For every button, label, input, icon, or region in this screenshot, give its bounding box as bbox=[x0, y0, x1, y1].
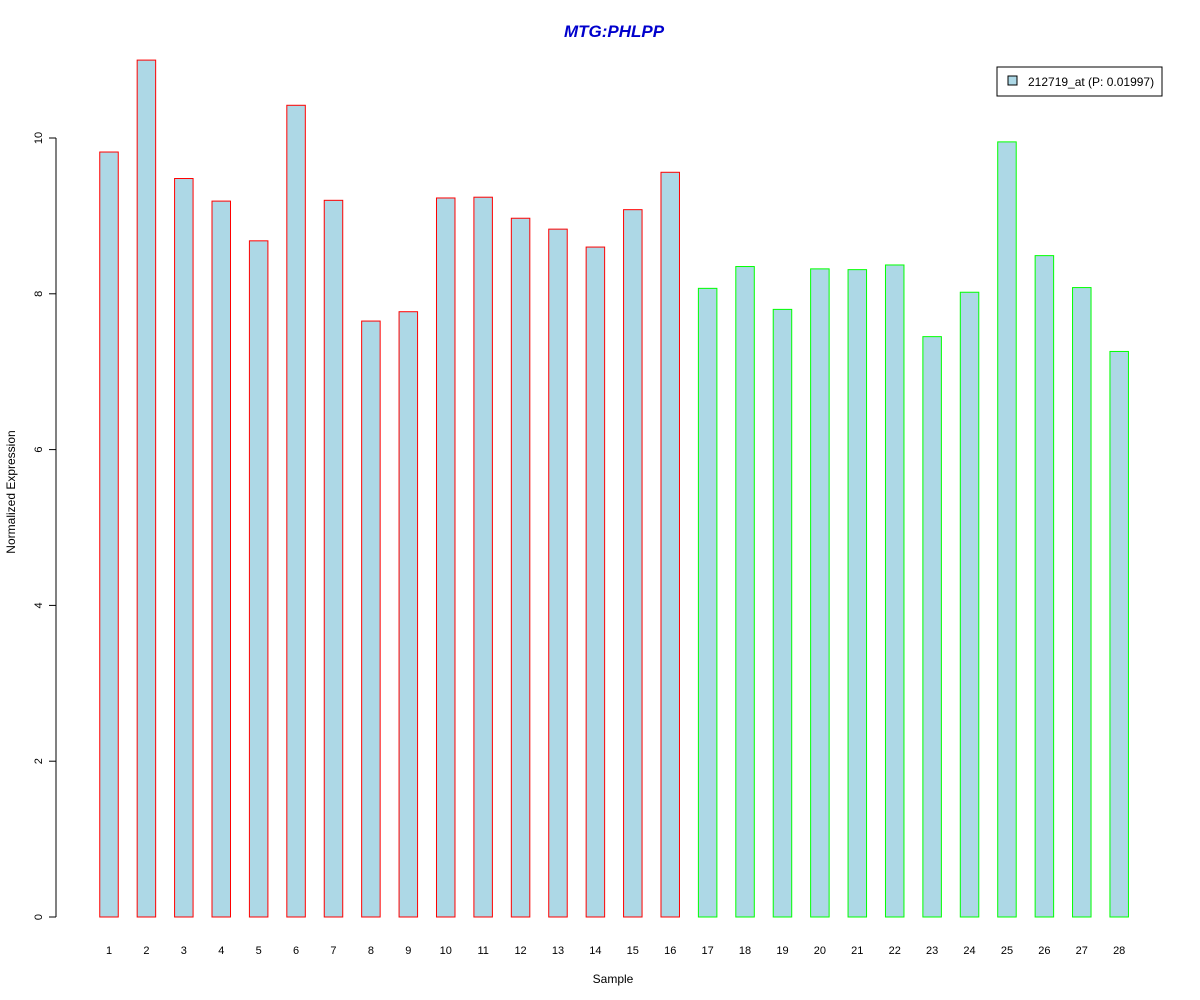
x-tick-labels: 1 2 3 4 5 6 7 8 9 10 11 12 13 14 15 16 17 18 19 20 21 22 23 24 2… bbox=[106, 945, 1125, 957]
x-tick-label: 9 bbox=[405, 945, 411, 957]
y-tick-label: 2 bbox=[33, 758, 45, 764]
x-tick-label: 21 bbox=[851, 945, 863, 957]
y-axis-label: Normalized Expression bbox=[4, 430, 18, 553]
bar-sample-4 bbox=[211, 200, 231, 918]
bar-sample-3 bbox=[174, 178, 194, 918]
chart-title: MTG:PHLPP bbox=[564, 22, 665, 41]
bar-sample-24 bbox=[959, 291, 980, 918]
x-tick-label: 17 bbox=[702, 945, 714, 957]
bar-sample-8 bbox=[361, 320, 381, 918]
bar-sample-6 bbox=[286, 104, 306, 918]
x-tick-label: 7 bbox=[330, 945, 336, 957]
bar-sample-9 bbox=[398, 311, 419, 918]
bar-sample-5 bbox=[248, 240, 269, 918]
x-tick-label: 26 bbox=[1038, 945, 1050, 957]
bar-sample-19 bbox=[772, 308, 793, 918]
x-tick-label: 24 bbox=[963, 945, 975, 957]
bar-sample-13 bbox=[548, 228, 568, 918]
bar-sample-18 bbox=[735, 266, 755, 918]
bar-sample-22 bbox=[884, 264, 905, 918]
x-tick-label: 16 bbox=[664, 945, 676, 957]
y-tick-label: 4 bbox=[33, 602, 45, 608]
bars-group bbox=[99, 59, 1129, 918]
x-tick-label: 3 bbox=[181, 945, 187, 957]
x-tick-label: 23 bbox=[926, 945, 938, 957]
bar-sample-28 bbox=[1109, 350, 1129, 918]
x-tick-label: 4 bbox=[218, 945, 224, 957]
x-tick-label: 2 bbox=[143, 945, 149, 957]
x-tick-label: 1 bbox=[106, 945, 112, 957]
x-tick-label: 20 bbox=[814, 945, 826, 957]
x-tick-label: 8 bbox=[368, 945, 374, 957]
x-tick-label: 18 bbox=[739, 945, 751, 957]
bar-sample-2 bbox=[136, 59, 157, 918]
x-tick-label: 27 bbox=[1076, 945, 1088, 957]
bar-sample-25 bbox=[997, 141, 1017, 918]
bar-sample-26 bbox=[1034, 255, 1055, 918]
x-tick-label: 10 bbox=[440, 945, 452, 957]
bar-sample-7 bbox=[323, 199, 344, 918]
legend-label: 212719_at (P: 0.01997) bbox=[1028, 75, 1154, 89]
x-tick-label: 13 bbox=[552, 945, 564, 957]
bar-sample-11 bbox=[473, 196, 493, 918]
bar-sample-16 bbox=[660, 171, 680, 918]
legend-box bbox=[996, 66, 1163, 97]
y-tick-label: 8 bbox=[33, 291, 45, 297]
x-tick-label: 12 bbox=[514, 945, 526, 957]
y-tick-label: 6 bbox=[33, 447, 45, 453]
y-tick-label: 10 bbox=[33, 132, 45, 144]
x-tick-label: 22 bbox=[889, 945, 901, 957]
y-axis: 0 2 4 6 8 10 bbox=[33, 132, 57, 920]
x-tick-label: 19 bbox=[776, 945, 788, 957]
x-tick-label: 28 bbox=[1113, 945, 1125, 957]
bar-sample-10 bbox=[435, 197, 456, 918]
bar-sample-15 bbox=[623, 209, 643, 918]
y-tick-label: 0 bbox=[33, 914, 45, 920]
bar-sample-20 bbox=[810, 268, 830, 918]
x-tick-label: 14 bbox=[589, 945, 601, 957]
bar-sample-21 bbox=[847, 269, 868, 918]
bar-sample-14 bbox=[585, 246, 606, 918]
x-axis-label: Sample bbox=[593, 972, 634, 986]
bar-sample-12 bbox=[510, 217, 531, 918]
legend: 212719_at (P: 0.01997) bbox=[996, 66, 1163, 97]
x-tick-label: 6 bbox=[293, 945, 299, 957]
x-tick-label: 15 bbox=[627, 945, 639, 957]
bar-sample-23 bbox=[922, 336, 942, 918]
x-tick-label: 11 bbox=[477, 945, 488, 957]
bar-sample-27 bbox=[1072, 287, 1092, 918]
x-tick-label: 5 bbox=[256, 945, 262, 957]
x-tick-label: 25 bbox=[1001, 945, 1013, 957]
bar-sample-17 bbox=[697, 287, 718, 918]
bar-sample-1 bbox=[99, 151, 119, 918]
legend-swatch bbox=[1007, 75, 1018, 86]
